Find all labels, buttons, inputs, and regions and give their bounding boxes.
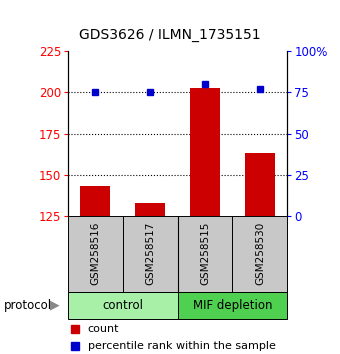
- Bar: [233, 216, 287, 292]
- Bar: [123, 216, 177, 292]
- Bar: [177, 292, 287, 319]
- Bar: [190, 87, 220, 216]
- Text: percentile rank within the sample: percentile rank within the sample: [88, 341, 276, 351]
- Text: MIF depletion: MIF depletion: [193, 299, 272, 312]
- Bar: [135, 203, 165, 216]
- Text: GSM258515: GSM258515: [200, 221, 210, 285]
- Bar: [177, 216, 233, 292]
- Text: GSM258517: GSM258517: [145, 221, 155, 285]
- Text: GDS3626 / ILMN_1735151: GDS3626 / ILMN_1735151: [79, 28, 261, 42]
- Bar: [68, 216, 123, 292]
- Text: GSM258530: GSM258530: [255, 221, 265, 285]
- Bar: [245, 153, 275, 216]
- Text: control: control: [102, 299, 143, 312]
- Text: GSM258516: GSM258516: [90, 221, 100, 285]
- Bar: [80, 186, 110, 216]
- Bar: [68, 292, 177, 319]
- Text: count: count: [88, 324, 119, 333]
- Text: ▶: ▶: [50, 299, 59, 312]
- Text: protocol: protocol: [3, 299, 52, 312]
